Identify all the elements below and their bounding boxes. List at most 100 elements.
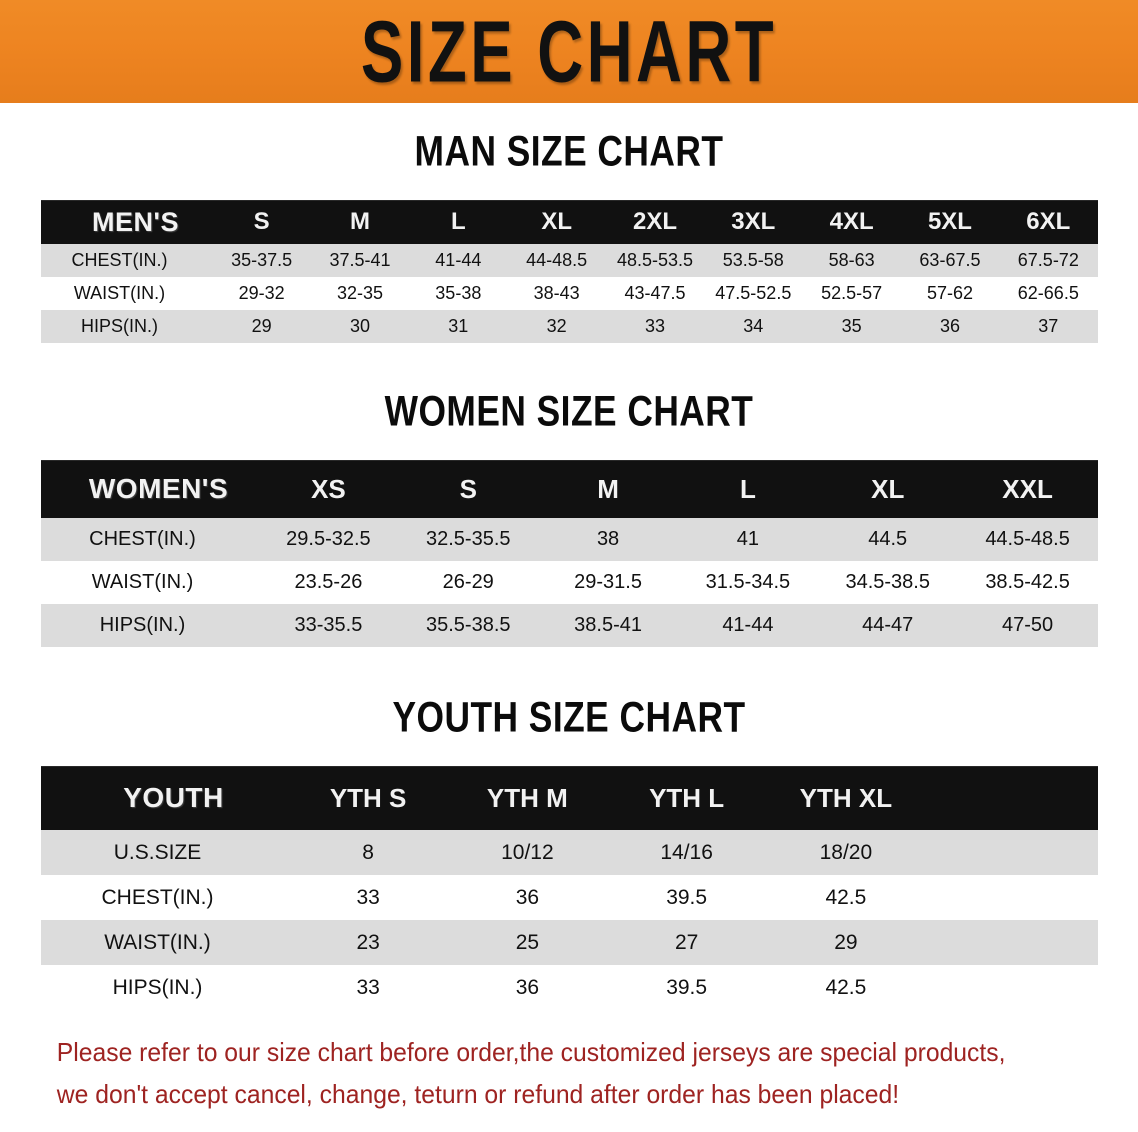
man-waist-s: 29-32 — [238, 283, 285, 303]
man-size-chart-wrapper: MEN'S S M L XL 2XL 3XL 4XL 5XL 6XL CHEST… — [40, 200, 1098, 343]
man-hips-3xl: 34 — [743, 316, 764, 336]
youth-cell-spacer — [926, 965, 1098, 1010]
women-hips-xs: 33-35.5 — [294, 614, 363, 636]
youth-col-header-xl: YTH XL — [766, 766, 925, 830]
youth-waist-xl: 29 — [834, 930, 858, 954]
youth-us-size-xl: 18/20 — [819, 840, 873, 864]
youth-us-size-l: 14/16 — [660, 840, 713, 864]
youth-chest-s: 33 — [356, 885, 380, 909]
women-chest-xs: 29.5-32.5 — [286, 528, 371, 550]
women-chest-xxl: 44.5-48.5 — [985, 528, 1070, 550]
man-waist-l: 35-38 — [435, 283, 482, 303]
youth-size-chart-wrapper: YOUTH YTH S YTH M YTH L YTH XL U.S.SIZE … — [40, 766, 1098, 1010]
women-waist-l: 31.5-34.5 — [705, 571, 791, 593]
youth-chest-m: 36 — [515, 885, 540, 909]
women-waist-s: 26-29 — [442, 571, 494, 593]
man-chest-xl: 44-48.5 — [526, 250, 588, 270]
women-chest-l: 41 — [736, 528, 760, 550]
women-row-label-hips: HIPS(IN.) — [99, 614, 186, 636]
man-row-label-waist: WAIST(IN.) — [73, 283, 166, 303]
man-col-header-s: S — [213, 200, 311, 244]
man-chest-2xl: 48.5-53.5 — [616, 250, 693, 270]
youth-hips-l: 39.5 — [666, 975, 708, 999]
youth-cell-spacer — [926, 920, 1098, 965]
youth-us-size-m: 10/12 — [501, 840, 554, 864]
table-row: CHEST(IN.) 29.5-32.5 32.5-35.5 38 41 44.… — [40, 518, 1098, 561]
women-col-header-l: L — [678, 460, 818, 518]
man-size-table: MEN'S S M L XL 2XL 3XL 4XL 5XL 6XL CHEST… — [40, 200, 1098, 343]
man-chest-6xl: 67.5-72 — [1017, 250, 1079, 270]
man-col-header-xl: XL — [507, 200, 605, 244]
disclaimer-text: Please refer to our size chart before or… — [34, 1032, 1051, 1115]
man-waist-2xl: 43-47.5 — [624, 283, 686, 303]
youth-header-spacer — [926, 766, 1098, 830]
man-chest-3xl: 53.5-58 — [722, 250, 784, 270]
man-hips-m: 30 — [349, 316, 370, 336]
women-chest-xl: 44.5 — [868, 528, 908, 550]
women-hips-s: 35.5-38.5 — [425, 614, 511, 636]
youth-hips-xl: 42.5 — [825, 975, 867, 999]
man-waist-4xl: 52.5-57 — [821, 283, 883, 303]
table-row: HIPS(IN.) 29 30 31 32 33 34 35 36 37 — [40, 310, 1098, 343]
youth-row-label-waist: WAIST(IN.) — [104, 930, 211, 954]
man-chest-5xl: 63-67.5 — [919, 250, 981, 270]
youth-row-label-chest: CHEST(IN.) — [101, 885, 214, 909]
women-waist-xs: 23.5-26 — [294, 571, 363, 593]
table-row: U.S.SIZE 8 10/12 14/16 18/20 — [40, 830, 1098, 875]
table-row: WAIST(IN.) 23 25 27 29 — [40, 920, 1098, 965]
page-banner: SIZE CHART — [0, 0, 1138, 103]
women-col-header-xs: XS — [259, 460, 399, 518]
youth-hips-m: 36 — [515, 975, 540, 999]
man-col-header-3xl: 3XL — [704, 200, 802, 244]
women-corner-label: WOMEN'S — [41, 460, 259, 518]
table-row: HIPS(IN.) 33 36 39.5 42.5 — [40, 965, 1098, 1010]
women-hips-l: 41-44 — [722, 614, 774, 636]
man-col-header-6xl: 6XL — [999, 200, 1097, 244]
man-hips-2xl: 33 — [644, 316, 665, 336]
youth-corner-label: YOUTH — [41, 766, 289, 830]
man-waist-m: 32-35 — [336, 283, 384, 303]
man-waist-3xl: 47.5-52.5 — [715, 283, 792, 303]
man-corner-label: MEN'S — [41, 200, 213, 244]
women-size-table: WOMEN'S XS S M L XL XXL CHEST(IN.) 29.5-… — [40, 460, 1098, 647]
man-hips-5xl: 36 — [939, 316, 960, 336]
youth-col-header-l: YTH L — [607, 766, 766, 830]
man-waist-5xl: 57-62 — [926, 283, 973, 303]
man-table-header-row: MEN'S S M L XL 2XL 3XL 4XL 5XL 6XL — [40, 200, 1098, 244]
man-chest-s: 35-37.5 — [231, 250, 293, 270]
youth-col-header-m: YTH M — [448, 766, 607, 830]
youth-row-label-hips: HIPS(IN.) — [112, 975, 203, 999]
man-chest-4xl: 58-63 — [828, 250, 875, 270]
man-chest-l: 41-44 — [435, 250, 482, 270]
man-hips-s: 29 — [251, 316, 272, 336]
youth-col-header-s: YTH S — [289, 766, 448, 830]
youth-waist-m: 25 — [515, 930, 540, 954]
man-hips-xl: 32 — [546, 316, 567, 336]
man-hips-6xl: 37 — [1038, 316, 1059, 336]
youth-cell-spacer — [926, 830, 1098, 875]
disclaimer-line-2: we don't accept cancel, change, teturn o… — [56, 1078, 900, 1109]
youth-waist-s: 23 — [356, 930, 380, 954]
women-waist-xl: 34.5-38.5 — [845, 571, 930, 593]
table-row: CHEST(IN.) 35-37.5 37.5-41 41-44 44-48.5… — [40, 244, 1098, 277]
youth-chest-l: 39.5 — [666, 885, 708, 909]
women-size-chart-wrapper: WOMEN'S XS S M L XL XXL CHEST(IN.) 29.5-… — [40, 460, 1098, 647]
youth-waist-l: 27 — [674, 930, 699, 954]
youth-us-size-s: 8 — [362, 840, 374, 864]
youth-row-label-us-size: U.S.SIZE — [113, 840, 202, 864]
women-row-label-chest: CHEST(IN.) — [89, 528, 196, 550]
youth-size-table: YOUTH YTH S YTH M YTH L YTH XL U.S.SIZE … — [40, 766, 1098, 1010]
man-chest-m: 37.5-41 — [329, 250, 391, 270]
women-waist-m: 29-31.5 — [574, 571, 642, 593]
man-hips-l: 31 — [448, 316, 469, 336]
women-row-label-waist: WAIST(IN.) — [91, 571, 194, 593]
women-hips-m: 38.5-41 — [574, 614, 642, 636]
table-row: WAIST(IN.) 23.5-26 26-29 29-31.5 31.5-34… — [40, 561, 1098, 604]
women-hips-xl: 44-47 — [862, 614, 914, 636]
women-chest-s: 32.5-35.5 — [425, 528, 511, 550]
youth-hips-s: 33 — [356, 975, 380, 999]
section-title-youth: YOUTH SIZE CHART — [392, 694, 746, 742]
disclaimer-line-1: Please refer to our size chart before or… — [56, 1037, 1006, 1067]
section-title-women: WOMEN SIZE CHART — [384, 388, 754, 436]
women-hips-xxl: 47-50 — [1001, 614, 1054, 636]
